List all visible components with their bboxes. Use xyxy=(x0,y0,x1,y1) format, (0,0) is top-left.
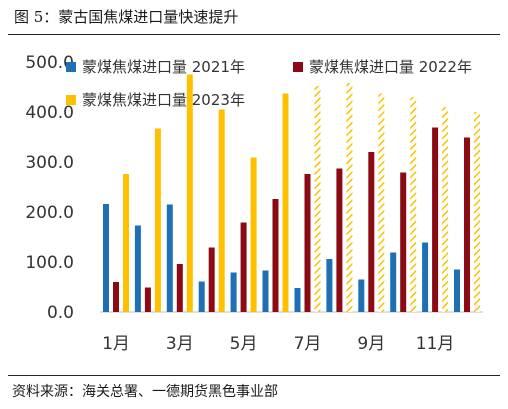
bar xyxy=(186,74,193,312)
source-note: 资料来源：海关总署、一德期货黑色事业部 xyxy=(12,384,278,400)
legend-swatch xyxy=(66,62,76,72)
legend-swatch xyxy=(66,95,76,105)
bar xyxy=(113,282,119,312)
bar xyxy=(368,152,375,312)
bar xyxy=(272,199,279,312)
x-tick-label: 11月 xyxy=(416,334,455,354)
bar xyxy=(262,270,269,312)
x-tick-label: 5月 xyxy=(230,334,258,354)
bar xyxy=(198,281,205,312)
bar xyxy=(454,269,460,312)
bar xyxy=(154,128,161,312)
bar xyxy=(294,288,301,312)
top-rule xyxy=(8,34,500,35)
legend-swatch xyxy=(293,62,303,72)
y-tick-label: 0.0 xyxy=(47,303,74,323)
y-tick-label: 200.0 xyxy=(25,203,74,223)
bar xyxy=(144,287,151,312)
y-tick-label: 500.0 xyxy=(25,53,74,73)
legend-label: 蒙煤焦煤进口量 2022年 xyxy=(309,58,472,76)
bars xyxy=(103,74,480,312)
bar xyxy=(390,252,397,312)
x-tick-label: 9月 xyxy=(357,334,385,354)
y-tick-label: 100.0 xyxy=(25,253,74,273)
legend-label: 蒙煤焦煤进口量 2023年 xyxy=(82,91,245,109)
bar xyxy=(208,247,215,312)
x-axis-ticks: 1月 3月 5月 7月 9月 11月 xyxy=(102,334,454,354)
bar xyxy=(358,279,365,312)
bar xyxy=(123,174,129,312)
y-axis-ticks: 0.0 100.0 200.0 300.0 400.0 500.0 xyxy=(25,53,74,323)
figure-title: 图 5：蒙古国焦煤进口量快速提升 xyxy=(14,8,239,26)
bar xyxy=(304,174,311,312)
legend-label: 蒙煤焦煤进口量 2021年 xyxy=(82,58,245,76)
bottom-rule xyxy=(8,375,500,376)
bar xyxy=(422,242,429,312)
bar xyxy=(103,204,109,312)
bar xyxy=(134,225,141,312)
bar xyxy=(282,93,289,312)
bar xyxy=(250,157,257,312)
bar xyxy=(230,272,237,312)
bar xyxy=(176,264,183,312)
x-tick-label: 3月 xyxy=(166,334,194,354)
bar xyxy=(378,93,385,312)
bar xyxy=(240,222,247,312)
bar xyxy=(464,137,470,312)
y-tick-label: 400.0 xyxy=(25,103,74,123)
bar xyxy=(474,112,480,312)
bar xyxy=(326,259,333,312)
bar xyxy=(346,83,353,312)
bar xyxy=(442,107,449,312)
x-tick-label: 1月 xyxy=(102,334,130,354)
x-tick-label: 7月 xyxy=(294,334,322,354)
bar xyxy=(432,127,439,312)
bar xyxy=(410,97,417,312)
bar xyxy=(400,172,407,312)
y-tick-label: 300.0 xyxy=(25,153,74,173)
bar xyxy=(336,168,343,312)
bar xyxy=(314,86,321,312)
bar xyxy=(166,204,173,312)
bar xyxy=(218,109,225,312)
